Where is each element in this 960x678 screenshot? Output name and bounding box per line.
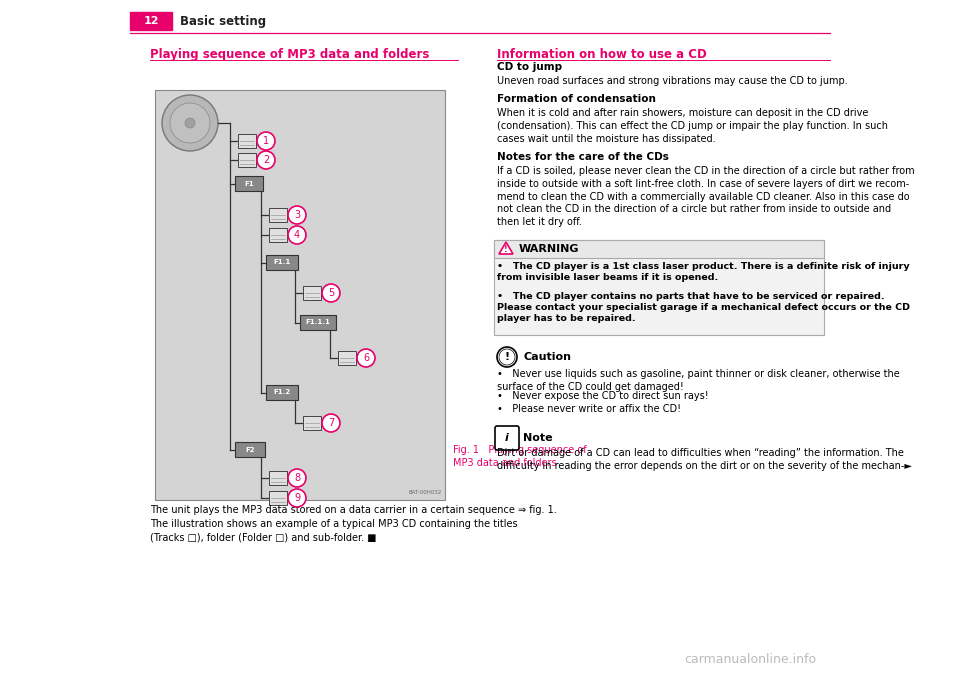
Bar (238, 153, 256, 167)
Text: •   The CD player contains no parts that have to be serviced or repaired.
Please: • The CD player contains no parts that h… (497, 292, 910, 323)
Bar (130, 12, 172, 30)
Text: F1.1: F1.1 (274, 260, 291, 266)
Text: !: ! (504, 352, 510, 362)
Bar (269, 208, 287, 222)
Bar (235, 176, 263, 191)
Text: 4: 4 (294, 230, 300, 240)
Bar (238, 134, 256, 148)
Text: The unit plays the MP3 data stored on a data carrier in a certain sequence ⇒ fig: The unit plays the MP3 data stored on a … (150, 505, 557, 543)
Text: Playing sequence of MP3 data and folders: Playing sequence of MP3 data and folders (150, 48, 429, 61)
Text: •   Please never write or affix the CD!: • Please never write or affix the CD! (497, 404, 681, 414)
Text: 5: 5 (328, 288, 334, 298)
Text: F1.1.1: F1.1.1 (305, 319, 330, 325)
Text: Basic setting: Basic setting (180, 14, 266, 28)
Text: Uneven road surfaces and strong vibrations may cause the CD to jump.: Uneven road surfaces and strong vibratio… (497, 76, 848, 86)
Bar (269, 471, 287, 485)
Text: F1.2: F1.2 (274, 389, 291, 395)
FancyBboxPatch shape (495, 426, 519, 450)
Circle shape (322, 284, 340, 302)
Text: Note: Note (523, 433, 553, 443)
Circle shape (257, 132, 275, 150)
Text: 6: 6 (363, 353, 369, 363)
Polygon shape (499, 242, 513, 254)
Text: CD to jump: CD to jump (497, 62, 563, 72)
Text: !: ! (504, 245, 508, 254)
Text: Formation of condensation: Formation of condensation (497, 94, 656, 104)
Bar (266, 385, 298, 400)
Bar (269, 228, 287, 242)
Circle shape (288, 206, 306, 224)
Bar (235, 442, 265, 457)
Circle shape (357, 349, 375, 367)
Text: 2: 2 (263, 155, 269, 165)
Circle shape (499, 349, 515, 365)
Bar (300, 315, 336, 330)
Text: •   The CD player is a 1st class laser product. There is a definite risk of inju: • The CD player is a 1st class laser pro… (497, 262, 910, 282)
Circle shape (257, 151, 275, 169)
Text: Fig. 1   Playing sequence of
MP3 data and folders: Fig. 1 Playing sequence of MP3 data and … (453, 445, 587, 468)
Text: Dirt or damage of a CD can lead to difficulties when “reading” the information. : Dirt or damage of a CD can lead to diffi… (497, 448, 912, 471)
Text: BAT-00H032: BAT-00H032 (409, 490, 442, 495)
Bar (338, 351, 356, 365)
Text: F1: F1 (244, 180, 253, 186)
Bar (494, 240, 824, 335)
Circle shape (185, 118, 195, 128)
Circle shape (497, 347, 517, 367)
Circle shape (322, 414, 340, 432)
Circle shape (288, 469, 306, 487)
Bar (269, 491, 287, 505)
Bar (494, 240, 824, 258)
Text: Notes for the care of the CDs: Notes for the care of the CDs (497, 152, 669, 162)
Circle shape (288, 489, 306, 507)
Text: When it is cold and after rain showers, moisture can deposit in the CD drive
(co: When it is cold and after rain showers, … (497, 108, 888, 144)
Circle shape (162, 95, 218, 151)
Text: Information on how to use a CD: Information on how to use a CD (497, 48, 707, 61)
Text: 8: 8 (294, 473, 300, 483)
Text: •   Never use liquids such as gasoline, paint thinner or disk cleaner, otherwise: • Never use liquids such as gasoline, pa… (497, 369, 900, 392)
Bar (155, 90, 445, 500)
Text: If a CD is soiled, please never clean the CD in the direction of a circle but ra: If a CD is soiled, please never clean th… (497, 166, 915, 227)
Circle shape (170, 103, 210, 143)
Text: i: i (505, 433, 509, 443)
Text: Caution: Caution (523, 352, 571, 362)
Text: 7: 7 (328, 418, 334, 428)
Bar (266, 255, 298, 270)
Text: 12: 12 (143, 16, 158, 26)
Text: 1: 1 (263, 136, 269, 146)
Bar (303, 286, 321, 300)
Text: carmanualonline.info: carmanualonline.info (684, 653, 816, 666)
Circle shape (288, 226, 306, 244)
Text: WARNING: WARNING (519, 244, 580, 254)
Text: 9: 9 (294, 493, 300, 503)
Text: •   Never expose the CD to direct sun rays!: • Never expose the CD to direct sun rays… (497, 391, 708, 401)
Bar (303, 416, 321, 430)
Text: 3: 3 (294, 210, 300, 220)
Text: F2: F2 (245, 447, 254, 452)
